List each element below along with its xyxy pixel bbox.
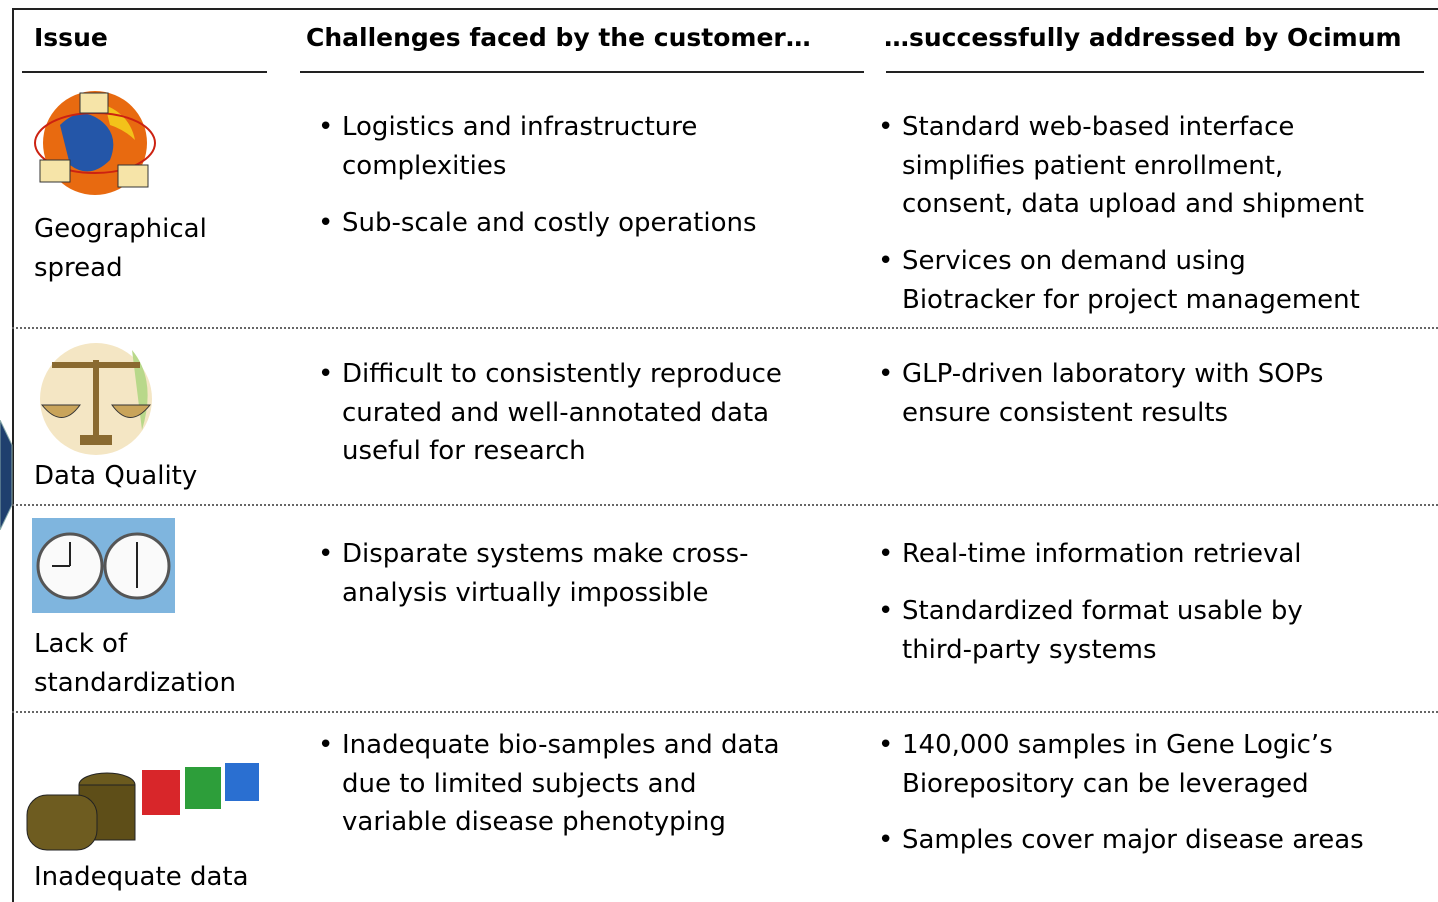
challenge-text: useful for research	[342, 436, 586, 466]
left-border	[12, 8, 14, 902]
bullet: •	[318, 539, 334, 569]
bullet: •	[318, 208, 334, 238]
bullet: •	[318, 730, 334, 760]
solution-text: GLP-driven laboratory with SOPs	[902, 359, 1324, 389]
header-rule	[22, 71, 267, 73]
header-challenges: Challenges faced by the customer…	[306, 23, 811, 52]
solution-text: Standard web-based interface	[902, 112, 1295, 142]
solution-text: Biotracker for project management	[902, 284, 1360, 315]
clocks-photo	[32, 518, 175, 613]
challenge-text: Logistics and infrastructure	[342, 112, 698, 142]
solution-text: simplifies patient enrollment,	[902, 150, 1284, 181]
solution-text: third-party systems	[902, 634, 1157, 665]
issue-label: Data Quality	[34, 461, 198, 491]
header-issue: Issue	[34, 23, 108, 52]
bullet: •	[318, 359, 334, 389]
globe-icon	[34, 91, 156, 195]
challenge-text: variable disease phenotyping	[342, 807, 726, 837]
challenge-text: complexities	[342, 150, 507, 181]
bullet: •	[878, 539, 894, 569]
bullet: •	[878, 596, 894, 626]
solution-text: Standardized format usable by	[902, 596, 1303, 626]
header-rule	[300, 71, 864, 73]
challenge-text: curated and well-annotated data	[342, 397, 770, 428]
row-separator	[12, 327, 1438, 329]
header-solutions: …successfully addressed by Ocimum	[884, 23, 1402, 52]
solution-text: consent, data upload and shipment	[902, 189, 1364, 219]
issue-label: standardization	[34, 667, 236, 698]
solution-text: 140,000 samples in Gene Logic’s	[902, 730, 1333, 760]
solution-text: Biorepository can be leveraged	[902, 768, 1309, 799]
bullet: •	[878, 359, 894, 389]
scales-icon	[40, 343, 152, 455]
challenge-text: analysis virtually impossible	[342, 577, 709, 608]
top-border	[12, 8, 1438, 10]
challenge-text: due to limited subjects and	[342, 768, 697, 799]
solution-text: Real-time information retrieval	[902, 539, 1302, 569]
challenge-text: Inadequate bio-samples and data	[342, 730, 780, 760]
bullet: •	[878, 825, 894, 855]
challenge-text: Disparate systems make cross-	[342, 539, 749, 569]
side-arrow	[0, 420, 13, 530]
issue-label: spread	[34, 252, 123, 283]
bullet: •	[878, 246, 894, 276]
issue-label: Geographical	[34, 214, 207, 244]
challenge-text: Sub-scale and costly operations	[342, 208, 757, 238]
challenge-text: Difficult to consistently reproduce	[342, 359, 782, 389]
solution-text: Services on demand using	[902, 246, 1246, 276]
solution-text: ensure consistent results	[902, 397, 1229, 428]
row-separator	[12, 504, 1438, 506]
header-rule	[886, 71, 1424, 73]
issue-label: Inadequate data	[34, 862, 249, 892]
bullet: •	[318, 112, 334, 142]
issue-label: Lack of	[34, 629, 128, 659]
barrels-bins-icon	[26, 763, 259, 851]
solution-text: Samples cover major disease areas	[902, 825, 1364, 855]
bullet: •	[878, 730, 894, 760]
row-separator	[12, 711, 1438, 713]
bullet: •	[878, 112, 894, 142]
